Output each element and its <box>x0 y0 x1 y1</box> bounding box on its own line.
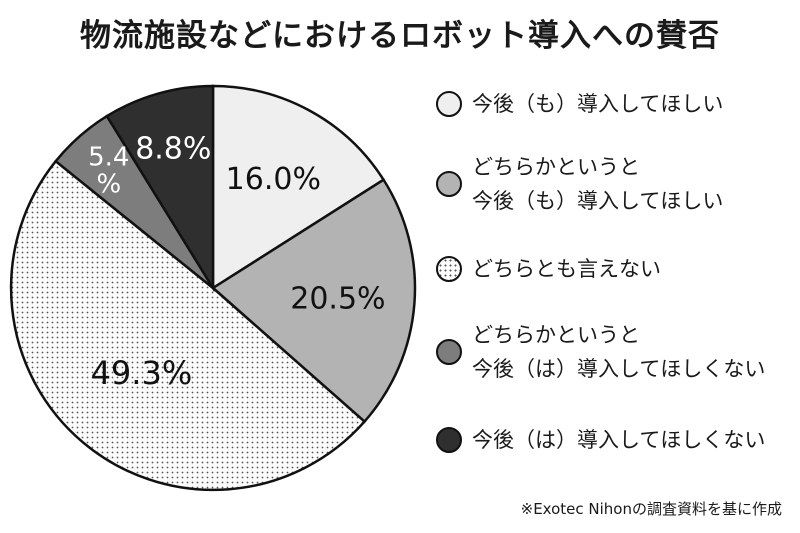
slice-label: 8.8% <box>135 132 211 167</box>
pie-slice <box>211 84 386 291</box>
slice-label: 16.0% <box>226 162 321 197</box>
pie-slice <box>9 159 367 492</box>
chart-title: 物流施設などにおけるロボット導入への賛否 <box>80 18 720 54</box>
slice-label: 5.4% <box>88 142 129 199</box>
pie-slice <box>105 84 215 293</box>
slice-label: 49.3% <box>91 354 193 392</box>
slice-label: 20.5% <box>290 281 385 316</box>
pie-slice <box>210 178 417 424</box>
source-note: ※Exotec Nihonの調査資料を基に作成 <box>520 500 782 518</box>
